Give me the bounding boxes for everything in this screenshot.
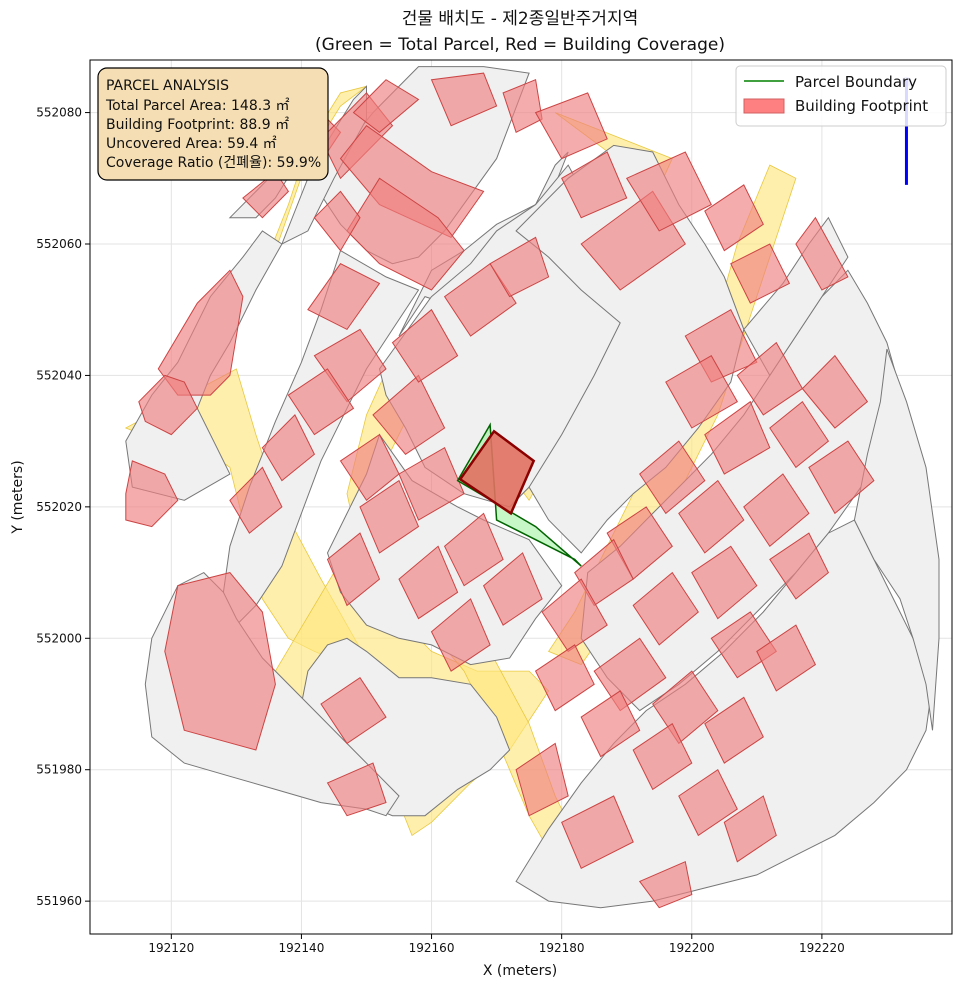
building-footprint bbox=[352, 79, 420, 133]
building-footprint bbox=[561, 151, 628, 219]
building-footprint bbox=[534, 92, 608, 160]
x-axis-label: X (meters) bbox=[483, 963, 557, 979]
building-footprint bbox=[157, 269, 244, 396]
x-tick-label: 192200 bbox=[669, 941, 715, 955]
building-footprint bbox=[534, 644, 595, 712]
info-line-heading: PARCEL ANALYSIS bbox=[106, 78, 229, 94]
info-line-uncovered: Uncovered Area: 59.4 ㎡ bbox=[106, 136, 277, 152]
parcel-polygon bbox=[853, 348, 940, 731]
x-tick-label: 192160 bbox=[409, 941, 455, 955]
building-footprint bbox=[639, 440, 706, 515]
y-tick-label: 552000 bbox=[36, 631, 82, 645]
building-footprint bbox=[561, 795, 634, 869]
building-footprint bbox=[638, 860, 693, 909]
building-footprint bbox=[229, 466, 283, 534]
building-footprint bbox=[704, 184, 764, 252]
building-footprint bbox=[625, 151, 712, 232]
x-tick-label: 192180 bbox=[539, 941, 585, 955]
building-footprint bbox=[125, 460, 179, 528]
target-parcel-layer bbox=[456, 422, 582, 567]
building-footprint bbox=[632, 722, 693, 791]
building-footprint bbox=[515, 742, 569, 817]
building-footprint bbox=[261, 414, 316, 482]
building-footprint bbox=[372, 374, 446, 455]
x-tick-label: 192120 bbox=[148, 941, 194, 955]
building-footprint bbox=[391, 308, 459, 383]
building-footprint bbox=[398, 545, 459, 620]
building-footprint bbox=[313, 190, 361, 252]
building-footprint bbox=[307, 263, 381, 331]
info-line-total-area: Total Parcel Area: 148.3 ㎡ bbox=[105, 98, 290, 114]
building-footprint bbox=[691, 545, 758, 620]
building-footprint bbox=[730, 243, 791, 304]
building-footprint bbox=[808, 440, 875, 515]
info-line-coverage: Coverage Ratio (건폐율): 59.9% bbox=[106, 155, 321, 171]
legend-frame bbox=[735, 65, 947, 127]
building-footprint bbox=[398, 446, 465, 521]
building-footprint bbox=[430, 598, 491, 672]
building-footprint bbox=[541, 578, 608, 653]
building-footprint bbox=[678, 768, 738, 837]
legend-building-label: Building Footprint bbox=[795, 97, 928, 115]
y-axis-label: Y (meters) bbox=[10, 460, 26, 534]
x-tick-label: 192140 bbox=[279, 941, 325, 955]
building-footprint bbox=[164, 572, 276, 751]
building-footprint bbox=[326, 532, 381, 607]
building-footprint bbox=[482, 552, 543, 626]
building-footprint bbox=[723, 795, 777, 863]
y-axis-ticks: 551960 551980 552000 552020 552040 552060 5520… bbox=[36, 106, 90, 908]
building-footprint bbox=[489, 236, 550, 298]
chart-subtitle: (Green = Total Parcel, Red = Building Co… bbox=[315, 35, 725, 55]
building-footprint bbox=[580, 690, 641, 758]
building-footprint bbox=[326, 762, 387, 817]
building-footprint bbox=[795, 216, 849, 291]
legend: Parcel Boundary Building Footprint bbox=[735, 65, 947, 127]
building-footprint bbox=[359, 479, 420, 554]
y-tick-label: 551960 bbox=[36, 894, 82, 908]
building-footprint bbox=[665, 355, 738, 429]
building-footprint bbox=[287, 368, 355, 436]
building-footprint bbox=[704, 696, 764, 764]
y-tick-label: 552040 bbox=[36, 368, 82, 382]
target-building-footprint bbox=[458, 429, 536, 516]
y-tick-label: 552080 bbox=[36, 106, 82, 120]
building-footprint bbox=[443, 262, 517, 337]
building-footprint bbox=[678, 479, 745, 554]
building-footprint bbox=[320, 677, 387, 745]
building-footprint bbox=[443, 512, 504, 587]
info-box-frame bbox=[97, 67, 329, 181]
plot-frame bbox=[89, 59, 953, 935]
y-tick-label: 552060 bbox=[36, 237, 82, 251]
legend-building-swatch bbox=[743, 98, 785, 114]
building-footprint bbox=[632, 571, 699, 646]
building-layer bbox=[125, 72, 875, 909]
building-footprint bbox=[704, 400, 771, 475]
legend-parcel-label: Parcel Boundary bbox=[795, 73, 917, 91]
building-footprint bbox=[801, 354, 869, 429]
x-axis-ticks: 192120 192140 192160 192180 192200 192220 bbox=[148, 934, 845, 955]
chart-title: 건물 배치도 - 제2종일반주거지역 bbox=[402, 9, 638, 29]
y-tick-label: 552020 bbox=[36, 500, 82, 514]
building-footprint bbox=[430, 72, 498, 127]
info-line-footprint: Building Footprint: 88.9 ㎡ bbox=[106, 117, 289, 133]
y-tick-label: 551980 bbox=[36, 763, 82, 777]
x-tick-label: 192220 bbox=[799, 941, 845, 955]
building-footprint bbox=[756, 624, 817, 692]
building-footprint bbox=[138, 374, 198, 436]
building-footprint bbox=[743, 473, 810, 548]
building-footprint bbox=[769, 532, 830, 600]
info-box: PARCEL ANALYSIS Total Parcel Area: 148.3… bbox=[97, 67, 329, 181]
building-footprint bbox=[769, 400, 830, 469]
